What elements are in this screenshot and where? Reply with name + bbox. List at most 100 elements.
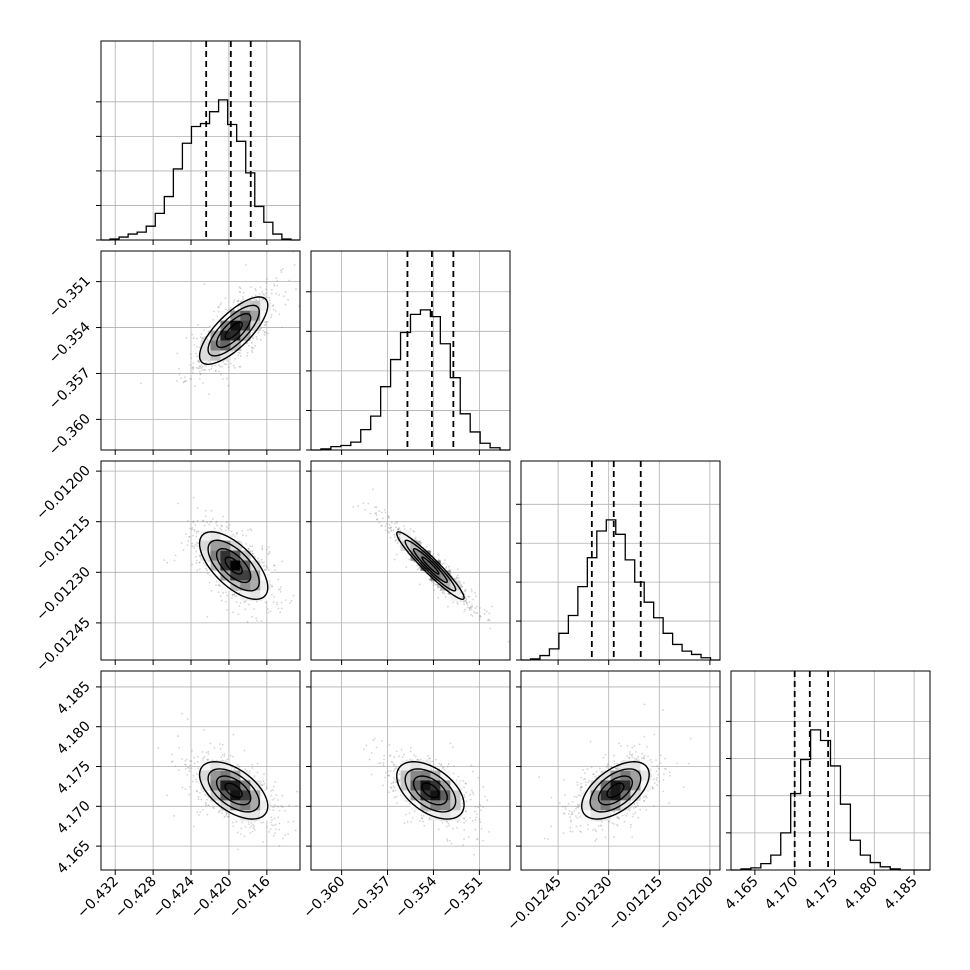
sample-point bbox=[662, 790, 665, 793]
sample-point bbox=[633, 803, 636, 805]
sample-point bbox=[573, 810, 576, 812]
sample-point bbox=[232, 611, 234, 614]
sample-point bbox=[200, 798, 203, 801]
density-cell bbox=[440, 770, 451, 781]
sample-point bbox=[273, 804, 276, 807]
sample-point bbox=[488, 619, 491, 622]
sample-point bbox=[196, 755, 199, 758]
sample-point bbox=[225, 363, 228, 366]
sample-point bbox=[198, 361, 201, 364]
sample-point bbox=[575, 815, 577, 817]
sample-point bbox=[394, 789, 397, 792]
sample-point bbox=[491, 605, 493, 608]
sample-point bbox=[251, 295, 253, 298]
sample-point bbox=[398, 773, 401, 776]
sample-point bbox=[434, 758, 437, 761]
density-cell bbox=[220, 350, 231, 361]
density-cell bbox=[250, 310, 261, 321]
sample-point bbox=[232, 825, 235, 828]
sample-point bbox=[249, 826, 252, 829]
sample-point bbox=[276, 279, 279, 282]
sample-point bbox=[261, 548, 264, 551]
panel-content bbox=[101, 671, 300, 870]
sample-point bbox=[263, 564, 265, 567]
sample-point bbox=[474, 607, 477, 610]
sample-point bbox=[274, 823, 277, 826]
sample-point bbox=[194, 385, 196, 388]
sample-point bbox=[195, 780, 198, 783]
sample-point bbox=[166, 794, 169, 797]
sample-point bbox=[255, 335, 258, 338]
sample-point bbox=[447, 565, 450, 568]
sample-point bbox=[237, 354, 239, 357]
sample-point bbox=[262, 821, 265, 824]
sample-point bbox=[390, 526, 393, 529]
scatter-panel-2-1 bbox=[310, 460, 511, 661]
sample-point bbox=[467, 836, 470, 838]
sample-point bbox=[463, 603, 466, 606]
contour-1 bbox=[215, 775, 252, 806]
sample-point bbox=[284, 303, 287, 306]
sample-point bbox=[392, 770, 395, 772]
sample-point bbox=[452, 772, 455, 775]
sample-point bbox=[400, 748, 403, 751]
sample-point bbox=[247, 529, 249, 532]
sample-point bbox=[236, 532, 238, 535]
sample-point bbox=[219, 365, 221, 368]
sample-point bbox=[192, 521, 195, 524]
sample-point bbox=[472, 791, 474, 794]
density-cell bbox=[440, 810, 451, 821]
sample-point bbox=[387, 526, 390, 529]
sample-point bbox=[437, 585, 440, 588]
sample-point bbox=[273, 835, 275, 837]
sample-point bbox=[280, 269, 282, 272]
sample-point bbox=[421, 817, 423, 820]
sample-point bbox=[408, 558, 411, 561]
sample-point bbox=[233, 594, 236, 597]
sample-point bbox=[233, 768, 236, 771]
sample-point bbox=[198, 561, 201, 564]
sample-point bbox=[393, 796, 396, 799]
sample-point bbox=[211, 365, 213, 368]
sample-point bbox=[177, 502, 180, 505]
sample-point bbox=[189, 760, 192, 763]
sample-point bbox=[419, 758, 422, 761]
sample-point bbox=[191, 542, 194, 545]
sample-point bbox=[278, 809, 281, 812]
density-cell bbox=[250, 560, 261, 571]
sample-point bbox=[256, 771, 259, 774]
sample-point bbox=[465, 810, 467, 813]
sample-point bbox=[178, 368, 180, 370]
sample-point bbox=[186, 774, 189, 776]
sample-point bbox=[139, 382, 142, 385]
sample-point bbox=[191, 749, 193, 752]
sample-point bbox=[206, 569, 209, 572]
sample-point bbox=[260, 327, 263, 330]
sample-point bbox=[576, 781, 579, 784]
sample-point bbox=[270, 585, 273, 588]
sample-point bbox=[441, 767, 444, 769]
density-cell bbox=[220, 560, 231, 571]
sample-point bbox=[280, 271, 283, 274]
sample-point bbox=[257, 331, 260, 334]
sample-point bbox=[266, 825, 268, 828]
sample-point bbox=[450, 842, 453, 845]
sample-point bbox=[265, 321, 268, 323]
density-cell bbox=[230, 550, 241, 561]
sample-point bbox=[628, 753, 631, 755]
sample-point bbox=[250, 824, 253, 827]
sample-point bbox=[193, 545, 195, 548]
sample-point bbox=[396, 528, 399, 531]
sample-point bbox=[262, 840, 265, 843]
sample-point bbox=[465, 601, 468, 604]
sample-point bbox=[201, 808, 204, 811]
sample-point bbox=[211, 800, 214, 803]
sample-point bbox=[472, 793, 475, 796]
sample-point bbox=[207, 804, 210, 807]
sample-point bbox=[205, 364, 207, 367]
sample-point bbox=[250, 286, 252, 289]
sample-point bbox=[465, 600, 467, 602]
sample-point bbox=[226, 377, 228, 380]
sample-point bbox=[411, 817, 414, 819]
density-cell bbox=[250, 320, 261, 331]
